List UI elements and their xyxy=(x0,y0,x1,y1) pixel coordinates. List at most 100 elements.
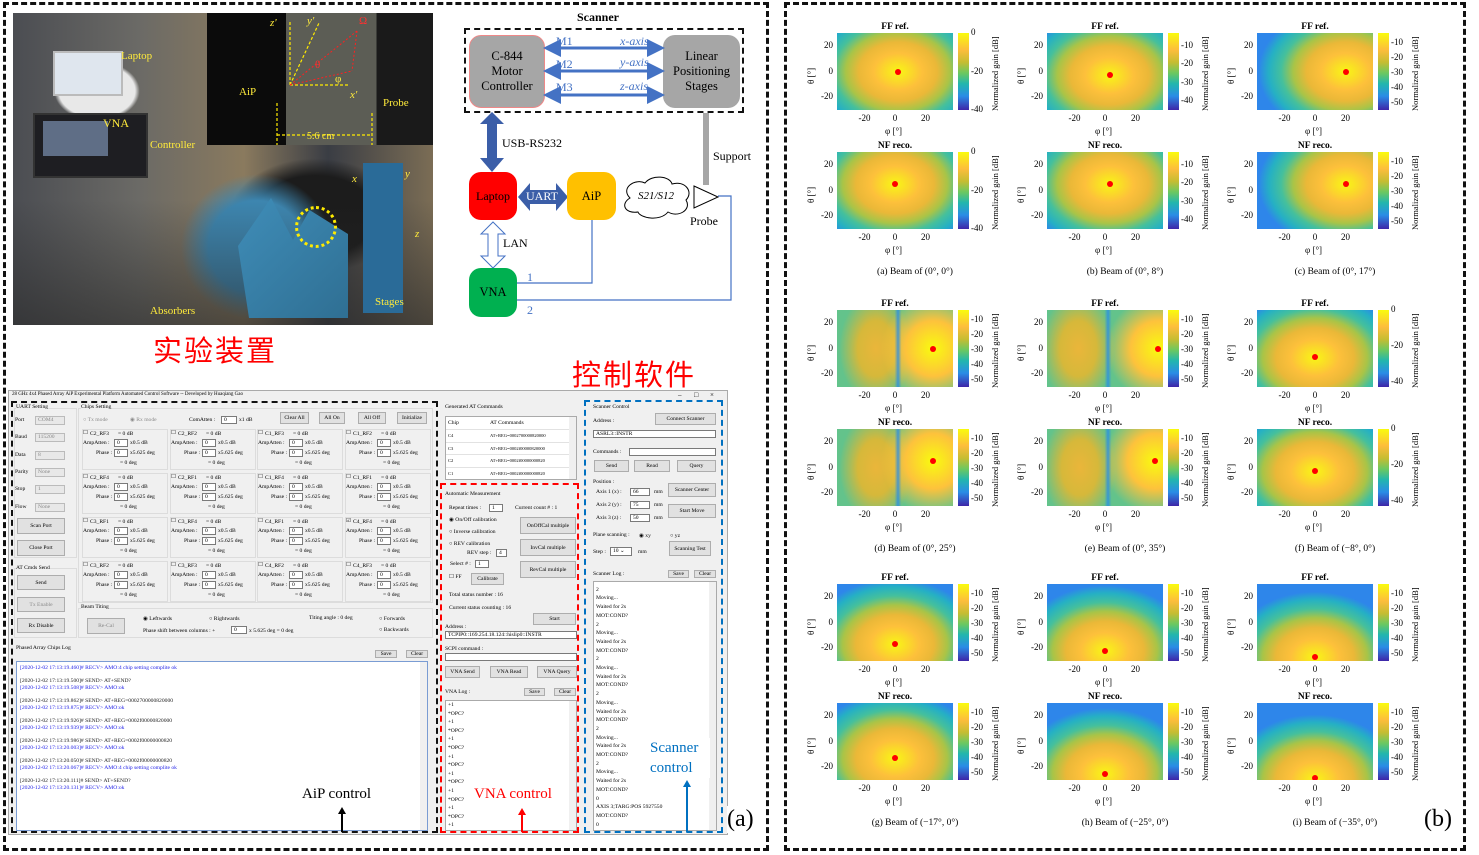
chip-checkbox[interactable]: ☐ xyxy=(83,430,89,436)
amp-atten-input[interactable]: 0 xyxy=(202,571,216,579)
phase-input[interactable]: 0 xyxy=(289,449,303,457)
scanner-log-save-button[interactable]: Save xyxy=(668,570,689,578)
scanner-log-box[interactable]: MOT:COND? 2 Moving... Waited for 2s MOT:COND… xyxy=(593,581,717,831)
amp-atten-input[interactable]: 0 xyxy=(377,439,391,447)
vna-read-button[interactable]: VNA Read xyxy=(490,666,528,678)
axis-input[interactable]: 50 xyxy=(630,514,650,522)
tx-mode-radio[interactable]: ○ Tx mode xyxy=(83,417,108,423)
vna-send-button[interactable]: VNA Send xyxy=(445,666,480,678)
chip-checkbox[interactable]: ☐ xyxy=(83,562,89,568)
chip-checkbox[interactable]: ☑ xyxy=(346,518,352,524)
close-button[interactable]: × xyxy=(710,391,714,399)
uart-field-select[interactable]: 1 xyxy=(35,485,65,495)
amp-atten-input[interactable]: 0 xyxy=(377,527,391,535)
chip-checkbox[interactable]: ☐ xyxy=(258,474,264,480)
initialize-button[interactable]: Initialize xyxy=(397,412,427,424)
phase-input[interactable]: 0 xyxy=(202,449,216,457)
clear-all-button[interactable]: Clear All xyxy=(280,412,309,424)
phase-input[interactable]: 0 xyxy=(377,537,391,545)
axis-input[interactable]: 66 xyxy=(630,488,650,496)
amp-atten-input[interactable]: 0 xyxy=(202,439,216,447)
all-off-button[interactable]: All Off xyxy=(358,412,386,424)
send-at-button[interactable]: Send xyxy=(17,575,65,590)
chip-checkbox[interactable]: ☐ xyxy=(346,562,352,568)
step-select[interactable]: 10 ⌄ xyxy=(610,547,632,556)
amp-atten-input[interactable]: 0 xyxy=(114,483,128,491)
onoffcal-multiple-button[interactable]: OnOffCal multiple xyxy=(520,517,576,534)
vna-log-box[interactable]: +1 *OPC? +1 *OPC? +1 *OPC? +1 *OPC? +1 *OPC? +1 *OP… xyxy=(445,700,577,831)
phase-input[interactable]: 0 xyxy=(289,537,303,545)
chip-checkbox[interactable]: ☐ xyxy=(346,474,352,480)
scanner-query-button[interactable]: Query xyxy=(677,460,716,472)
xy-radio[interactable]: ◉ xy xyxy=(639,533,651,539)
chip-checkbox[interactable]: ☐ xyxy=(258,518,264,524)
repeat-times-input[interactable]: 1 xyxy=(489,504,503,512)
aip-log-box[interactable]: [2020-12-02 17:13:19.460]# RECV> AMO:4 c… xyxy=(16,661,428,831)
invcal-multiple-button[interactable]: InvCal multiple xyxy=(520,539,576,556)
phase-input[interactable]: 0 xyxy=(202,537,216,545)
scanner-log-scrollbar[interactable] xyxy=(709,582,716,830)
chip-checkbox[interactable]: ☐ xyxy=(258,562,264,568)
rx-disable-button[interactable]: Rx Disable xyxy=(17,618,65,633)
at-table-scrollbar[interactable] xyxy=(569,417,576,479)
chip-checkbox[interactable]: ☐ xyxy=(83,474,89,480)
tx-enable-button[interactable]: Tx Enable xyxy=(17,597,65,612)
maximize-button[interactable]: □ xyxy=(694,391,699,399)
amp-atten-input[interactable]: 0 xyxy=(202,527,216,535)
commands-input[interactable] xyxy=(629,448,716,456)
inverse-calibration-radio[interactable]: ○ Inverse calibration xyxy=(449,529,496,535)
connect-scanner-button[interactable]: Connect Scanner xyxy=(655,413,716,425)
scanning-test-button[interactable]: Scanning Test xyxy=(669,541,711,556)
vna-log-scrollbar[interactable] xyxy=(569,701,576,830)
yz-radio[interactable]: ○ yz xyxy=(670,533,681,539)
vna-log-save-button[interactable]: Save xyxy=(524,688,545,696)
uart-field-select[interactable]: None xyxy=(35,502,65,512)
uart-field-select[interactable]: 8 xyxy=(35,450,65,460)
close-port-button[interactable]: Close Port xyxy=(17,540,65,556)
phase-input[interactable]: 0 xyxy=(202,493,216,501)
amp-atten-input[interactable]: 0 xyxy=(377,571,391,579)
revcal-multiple-button[interactable]: RevCal multiple xyxy=(520,561,576,578)
comatten-input[interactable]: 0 xyxy=(221,416,237,424)
onoff-calibration-radio[interactable]: ◉ On/Off calibration xyxy=(449,517,497,523)
amp-atten-input[interactable]: 0 xyxy=(114,439,128,447)
chip-checkbox[interactable]: ☐ xyxy=(171,474,177,480)
start-button[interactable]: Start xyxy=(533,613,576,625)
amp-atten-input[interactable]: 0 xyxy=(289,571,303,579)
amp-atten-input[interactable]: 0 xyxy=(114,527,128,535)
rev-step-input[interactable]: 4 xyxy=(496,549,507,557)
chip-checkbox[interactable]: ☐ xyxy=(171,430,177,436)
chip-checkbox[interactable]: ☐ xyxy=(171,562,177,568)
phase-input[interactable]: 0 xyxy=(114,449,128,457)
axis-input[interactable]: 75 xyxy=(630,501,650,509)
phase-input[interactable]: 0 xyxy=(202,581,216,589)
aip-log-clear-button[interactable]: Clear xyxy=(406,650,428,658)
uart-field-select[interactable]: None xyxy=(35,467,65,477)
phase-input[interactable]: 0 xyxy=(289,581,303,589)
ff-checkbox[interactable]: ☐ FF xyxy=(449,574,462,580)
phase-input[interactable]: 0 xyxy=(114,493,128,501)
chip-checkbox[interactable]: ☐ xyxy=(258,430,264,436)
scpi-command-input[interactable] xyxy=(445,653,577,661)
chip-checkbox[interactable]: ☐ xyxy=(83,518,89,524)
phase-input[interactable]: 0 xyxy=(114,581,128,589)
rightwards-radio[interactable]: ○ Rightwards xyxy=(209,616,240,622)
amp-atten-input[interactable]: 0 xyxy=(377,483,391,491)
amp-atten-input[interactable]: 0 xyxy=(289,483,303,491)
amp-atten-input[interactable]: 0 xyxy=(114,571,128,579)
amp-atten-input[interactable]: 0 xyxy=(289,527,303,535)
phase-input[interactable]: 0 xyxy=(377,493,391,501)
vna-log-clear-button[interactable]: Clear xyxy=(554,688,576,696)
rx-mode-radio[interactable]: ◉ Rx mode xyxy=(130,417,157,423)
uart-field-select[interactable]: 115200 xyxy=(35,433,65,443)
phase-shift-input[interactable]: 0 xyxy=(231,626,247,634)
rev-calibration-radio[interactable]: ○ REV calibration xyxy=(449,541,491,547)
minimize-button[interactable]: – xyxy=(678,391,682,399)
vna-address-input[interactable]: TCPIP0::169.254.18.124::hislip0::INSTR xyxy=(445,631,577,639)
amp-atten-input[interactable]: 0 xyxy=(289,439,303,447)
leftwards-radio[interactable]: ◉ Leftwards xyxy=(143,616,172,622)
calibrate-button[interactable]: Calibrate xyxy=(471,573,504,585)
scanner-center-button[interactable]: Scanner Center xyxy=(668,483,716,497)
forwards-radio[interactable]: ○ Forwards xyxy=(379,616,405,622)
aip-log-scrollbar[interactable] xyxy=(420,662,427,830)
